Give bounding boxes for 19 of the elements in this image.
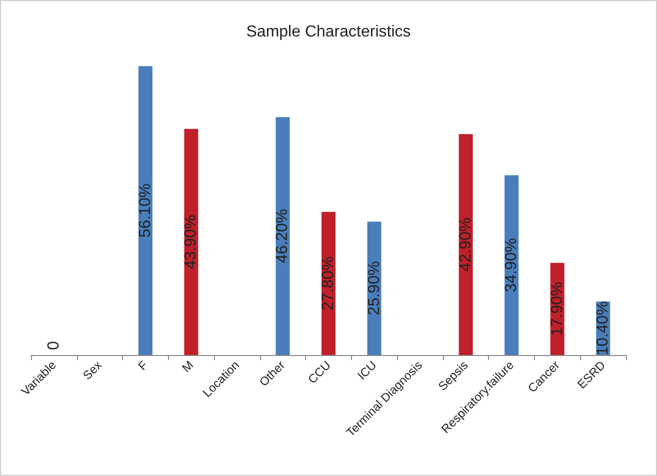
data-label: 0 [45,341,62,350]
x-tick-label: Sex [80,358,105,383]
chart-title: Sample Characteristics [246,24,411,40]
data-label: 10.40% [594,301,612,356]
data-label: 56.10% [136,183,154,238]
data-label: 34.90% [503,238,520,292]
bar [184,128,198,355]
data-label: 25.90% [366,261,383,316]
data-label: 46.20% [274,208,292,264]
x-tick-label: ICU [354,358,380,383]
data-label: 17.90% [548,282,566,336]
x-tick-label: F [135,358,150,374]
bar [458,134,473,355]
bar [138,66,152,355]
data-label: 27.80% [320,256,337,311]
x-tick-label: M [179,358,196,376]
bar [276,117,290,355]
data-label: 43.90% [182,214,200,270]
data-label: 42.90% [457,217,474,272]
